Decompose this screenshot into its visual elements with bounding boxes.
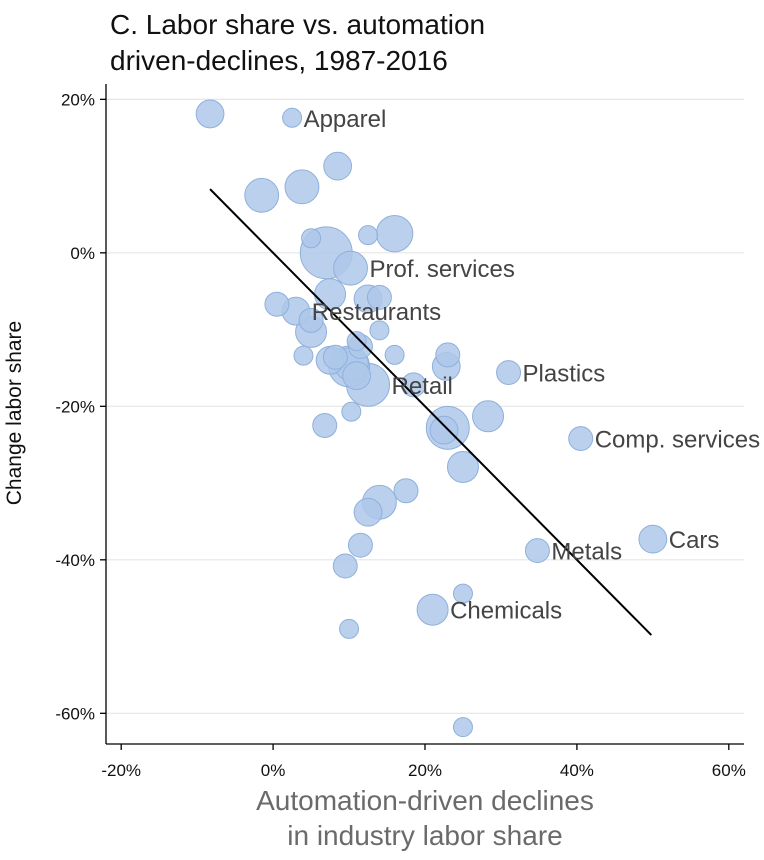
data-point: [346, 331, 367, 352]
data-point: [568, 426, 594, 452]
point-label-cars: Cars: [669, 527, 720, 554]
data-point: [401, 372, 427, 398]
data-point: [638, 524, 668, 554]
data-point: [301, 228, 322, 249]
data-point: [282, 107, 303, 128]
x-axis-ticks: -20% 0% 20% 40% 60%: [101, 744, 746, 780]
x-axis-label-line-1: Automation-driven declines: [256, 785, 594, 816]
x-tick-label: 60%: [712, 761, 746, 780]
y-axis-ticks: 20% 0% -20% -40% -60%: [55, 90, 106, 723]
data-point: [369, 320, 390, 341]
data-point: [293, 345, 314, 366]
data-point: [332, 553, 358, 579]
point-label-prof-services: Prof. services: [369, 256, 514, 283]
data-point: [366, 284, 392, 310]
data-point: [284, 169, 320, 205]
y-axis-label: Change labor share: [3, 321, 26, 505]
x-tick-label: 40%: [560, 761, 594, 780]
data-point: [358, 225, 379, 246]
data-point: [312, 413, 338, 438]
point-label-plastics: Plastics: [523, 361, 606, 388]
y-tick-label: -60%: [55, 704, 95, 723]
y-tick-label: 20%: [61, 90, 95, 109]
fit-line-group: [209, 188, 653, 636]
y-tick-label: 0%: [70, 244, 95, 263]
y-tick-label: -20%: [55, 397, 95, 416]
x-tick-label: -20%: [101, 761, 141, 780]
data-point: [339, 618, 360, 639]
data-point: [429, 415, 459, 445]
point-label-comp-services: Comp. services: [595, 427, 760, 454]
x-tick-label: 0%: [261, 761, 286, 780]
data-point: [347, 532, 373, 558]
data-point: [264, 291, 290, 317]
point-label-metals: Metals: [551, 539, 622, 566]
data-point: [322, 344, 348, 370]
data-point: [375, 214, 414, 253]
data-point: [384, 344, 405, 365]
data-point: [452, 717, 473, 738]
data-point: [353, 497, 383, 527]
data-point: [524, 538, 550, 564]
axes: [105, 84, 744, 745]
point-labels: Apparel Prof. services Restaurants Plastics…: [304, 106, 760, 625]
chart-title-line-1: C. Labor share vs. automation: [110, 9, 485, 40]
data-point: [298, 307, 324, 333]
data-point: [452, 583, 473, 604]
x-tick-label: 20%: [408, 761, 442, 780]
point-label-apparel: Apparel: [304, 106, 387, 133]
data-point: [496, 360, 522, 386]
data-points: [195, 99, 668, 738]
x-axis-label-line-2: in industry labor share: [287, 820, 562, 851]
data-point: [435, 342, 461, 368]
data-point: [333, 250, 368, 286]
data-point: [342, 361, 372, 391]
point-label-retail: Retail: [392, 373, 453, 400]
data-point: [393, 478, 419, 504]
data-point: [446, 450, 479, 483]
point-label-restaurants: Restaurants: [312, 299, 441, 326]
y-tick-label: -40%: [55, 551, 95, 570]
data-point: [416, 593, 449, 626]
point-label-chemicals: Chemicals: [450, 598, 562, 625]
fit-line: [209, 188, 653, 636]
data-point: [195, 99, 225, 129]
chart-title-line-2: driven-declines, 1987-2016: [110, 45, 448, 76]
data-point: [472, 400, 505, 433]
data-point: [244, 177, 280, 213]
data-point: [341, 401, 362, 422]
data-point: [323, 151, 353, 181]
